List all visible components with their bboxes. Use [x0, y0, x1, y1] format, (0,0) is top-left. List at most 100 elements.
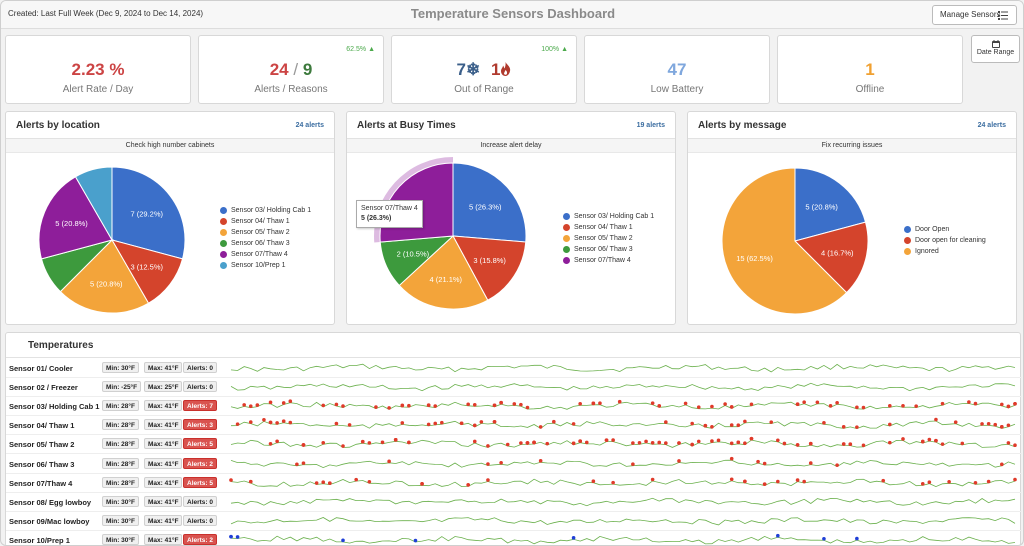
alert-point[interactable] [776, 438, 780, 443]
alert-point[interactable] [538, 425, 543, 429]
pie-slice[interactable] [111, 166, 186, 260]
alert-point[interactable] [538, 458, 543, 463]
alert-point[interactable] [729, 423, 734, 428]
alert-point[interactable] [248, 420, 253, 425]
date-range-button[interactable]: Date Range [971, 35, 1020, 63]
alert-point[interactable] [235, 535, 240, 539]
alert-point[interactable] [512, 402, 517, 406]
legend-item[interactable]: Sensor 06/ Thaw 3 [220, 238, 311, 249]
alert-point[interactable] [841, 425, 846, 429]
alert-point[interactable] [637, 441, 642, 445]
alert-point[interactable] [650, 401, 655, 406]
legend-item[interactable]: Sensor 04/ Thaw 1 [220, 216, 311, 227]
alert-point[interactable] [934, 418, 938, 422]
alert-point[interactable] [584, 440, 589, 445]
alert-point[interactable] [466, 482, 470, 487]
alert-point[interactable] [248, 479, 253, 484]
sensor-row[interactable]: Sensor 05/ Thaw 2 Min: 28°F Max: 41°F Alert… [6, 435, 1022, 455]
alert-point[interactable] [374, 405, 378, 410]
pie-slice[interactable] [794, 167, 867, 242]
alert-point[interactable] [822, 536, 826, 541]
alert-point[interactable] [387, 459, 391, 463]
alert-point[interactable] [901, 437, 905, 442]
alert-point[interactable] [631, 461, 635, 466]
kpi-alert-rate[interactable]: 2.23 % Alert Rate / Day [5, 35, 191, 104]
alert-point[interactable] [953, 420, 958, 425]
alert-point[interactable] [934, 439, 938, 443]
alert-point[interactable] [947, 479, 951, 484]
pie-slice[interactable] [110, 239, 184, 304]
alert-point[interactable] [426, 403, 431, 408]
alert-point[interactable] [571, 422, 576, 426]
alert-point[interactable] [1013, 477, 1017, 481]
alert-point[interactable] [400, 403, 405, 408]
alert-point[interactable] [795, 443, 800, 448]
alert-point[interactable] [617, 400, 622, 404]
legend-item[interactable]: Door open for cleaning [904, 235, 986, 246]
alert-point[interactable] [729, 477, 734, 481]
alert-point[interactable] [795, 477, 800, 482]
legend-item[interactable]: Ignored [904, 246, 986, 257]
alert-point[interactable] [499, 460, 503, 465]
alert-point[interactable] [664, 441, 668, 446]
alert-point[interactable] [650, 477, 655, 481]
alert-point[interactable] [756, 459, 760, 463]
alert-point[interactable] [802, 479, 806, 483]
alert-point[interactable] [407, 440, 411, 445]
alert-point[interactable] [795, 402, 800, 407]
alert-point[interactable] [268, 442, 273, 447]
alert-point[interactable] [268, 400, 273, 405]
alert-point[interactable] [644, 440, 648, 444]
alert-point[interactable] [677, 458, 681, 463]
alert-point[interactable] [1000, 425, 1004, 429]
alert-point[interactable] [802, 400, 806, 405]
alert-point[interactable] [578, 439, 582, 444]
alert-point[interactable] [710, 404, 714, 409]
alert-point[interactable] [1000, 462, 1004, 466]
alert-point[interactable] [960, 442, 965, 446]
alert-point[interactable] [762, 461, 767, 465]
alert-point[interactable] [578, 402, 582, 406]
alert-point[interactable] [532, 441, 536, 445]
alert-point[interactable] [486, 461, 490, 466]
alert-point[interactable] [736, 423, 741, 428]
alert-point[interactable] [275, 421, 279, 425]
alert-point[interactable] [749, 437, 754, 441]
legend-item[interactable]: Sensor 05/ Thaw 2 [220, 227, 311, 238]
alert-point[interactable] [657, 441, 662, 445]
sensor-row[interactable]: Sensor 03/ Holding Cab 1 Min: 28°F Max: 41… [6, 397, 1022, 417]
alert-point[interactable] [835, 462, 839, 467]
alert-point[interactable] [321, 480, 326, 484]
kpi-low-battery[interactable]: 47 Low Battery [584, 35, 770, 104]
alert-point[interactable] [696, 439, 701, 444]
sensor-row[interactable]: Sensor 06/ Thaw 3 Min: 28°F Max: 41°F Alert… [6, 455, 1022, 474]
alert-point[interactable] [328, 480, 332, 485]
legend-item[interactable]: Sensor 07/Thaw 4 [220, 249, 311, 260]
alert-point[interactable] [413, 538, 418, 543]
alert-point[interactable] [696, 405, 701, 410]
alert-point[interactable] [927, 438, 932, 442]
alert-point[interactable] [525, 441, 530, 446]
alert-point[interactable] [776, 479, 780, 483]
alert-point[interactable] [940, 442, 945, 447]
alert-point[interactable] [743, 419, 747, 424]
alert-point[interactable] [459, 421, 464, 426]
alert-point[interactable] [901, 404, 905, 408]
legend-item[interactable]: Sensor 03/ Holding Cab 1 [563, 211, 654, 222]
alert-point[interactable] [472, 403, 477, 407]
alert-point[interactable] [743, 441, 747, 446]
alert-point[interactable] [591, 479, 596, 483]
legend-item[interactable]: Door Open [904, 224, 986, 235]
legend-item[interactable]: Sensor 10/Prep 1 [220, 260, 311, 271]
alert-point[interactable] [1013, 443, 1017, 448]
pie-slice[interactable] [721, 167, 848, 315]
alert-point[interactable] [690, 422, 694, 426]
alert-point[interactable] [683, 401, 688, 406]
alert-point[interactable] [723, 402, 727, 406]
alert-point[interactable] [479, 420, 484, 424]
alert-point[interactable] [973, 401, 978, 406]
panel-alert-count[interactable]: 24 alerts [295, 122, 324, 129]
alert-point[interactable] [776, 533, 780, 538]
alert-point[interactable] [367, 441, 372, 446]
alert-point[interactable] [229, 477, 233, 482]
